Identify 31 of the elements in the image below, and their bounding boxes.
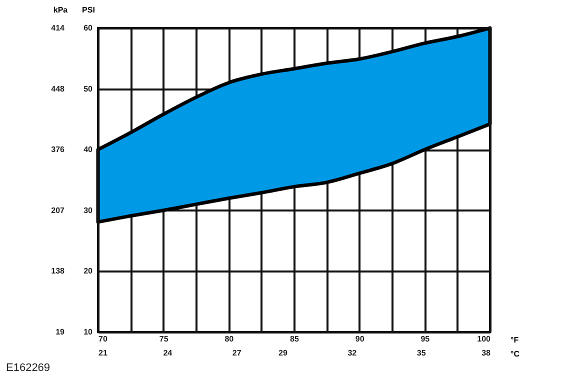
category-label: 207 [51, 206, 64, 215]
x-tick-label: 100 [477, 334, 492, 344]
y-tick-label: 30 [84, 206, 94, 215]
x2-tick-label: 29 [278, 348, 288, 358]
y-tick-label: 60 [84, 24, 94, 32]
y-tick-label: 50 [84, 84, 94, 94]
x2-tick-label: 27 [232, 348, 242, 358]
x2-tick-label: 24 [163, 348, 173, 358]
x-tick-label: 80 [224, 334, 234, 344]
y-tick-label: 20 [84, 266, 94, 276]
x2-tick-label: 21 [98, 348, 108, 358]
text: E162269 [6, 362, 50, 374]
y-axis-title: PSI [82, 6, 95, 14]
category-label: 414 [51, 24, 64, 32]
y-tick-label: 40 [84, 145, 94, 154]
x2-axis-title: °C [510, 350, 520, 358]
x-tick-label: 95 [420, 334, 430, 344]
x-axis-title: °F [510, 336, 519, 344]
x2-tick-label: 32 [348, 348, 358, 358]
x-tick-label: 90 [355, 334, 365, 344]
x-tick-label: 75 [159, 334, 169, 344]
y-tick-label: 10 [84, 328, 94, 336]
category-label: 138 [51, 266, 64, 276]
x-tick-label: 85 [290, 334, 300, 344]
category-label: 448 [51, 84, 64, 94]
category-label: 19 [56, 328, 64, 336]
category-label: 376 [51, 145, 64, 154]
y2-axis-title: kPa [53, 6, 68, 14]
x2-tick-label: 38 [482, 348, 492, 358]
x-tick-label: 70 [98, 334, 108, 344]
x2-tick-label: 35 [416, 348, 426, 358]
